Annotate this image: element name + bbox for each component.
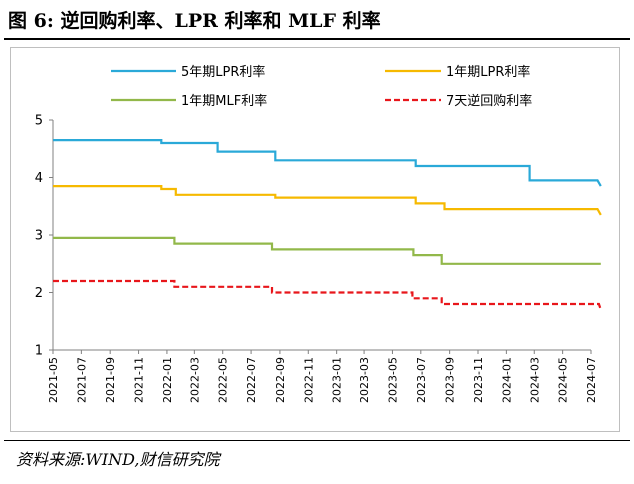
x-tick-label: 2021-09	[104, 357, 117, 403]
legend-label-2: 1年期LPR利率	[446, 64, 530, 80]
x-tick-label: 2023-03	[358, 357, 371, 403]
chart-legend: 5年期LPR利率 1年期LPR利率 1年期MLF利率 7天逆回购利率	[111, 64, 532, 109]
x-tick-label: 2024-01	[500, 357, 513, 403]
x-tick-label: 2022-07	[245, 357, 258, 403]
legend-label-4: 7天逆回购利率	[446, 93, 532, 109]
y-tick-label: 4	[35, 171, 43, 186]
source-rule	[4, 440, 630, 441]
x-tick-label: 2022-01	[161, 357, 174, 403]
x-tick-label: 2021-11	[133, 357, 146, 403]
x-tick-label: 2021-05	[47, 357, 60, 403]
x-tick-label: 2021-07	[75, 357, 88, 403]
line-chart: 1 2 3 4 5 2021-05 2021-07 2021-09 2021-11 2022-01…	[35, 64, 602, 403]
chart-frame: 1 2 3 4 5 2021-05 2021-07 2021-09 2021-11 2022-01…	[10, 47, 620, 432]
figure-title: 图 6: 逆回购利率、LPR 利率和 MLF 利率	[8, 10, 381, 32]
x-tick-label: 2023-11	[472, 357, 485, 403]
x-tick-label: 2023-07	[415, 357, 428, 403]
x-tick-label: 2022-03	[188, 357, 201, 403]
x-tick-label: 2024-03	[528, 357, 541, 403]
series-line-2	[53, 185, 602, 216]
y-tick-label: 1	[35, 344, 43, 359]
x-tick-label: 2022-05	[217, 357, 230, 403]
chart-series	[53, 138, 602, 311]
x-tick-label: 2024-07	[585, 357, 598, 403]
y-tick-label: 3	[35, 229, 43, 244]
x-tick-label: 2022-11	[302, 357, 315, 403]
legend-label-3: 1年期MLF利率	[181, 93, 267, 109]
series-line-1	[53, 138, 602, 187]
x-tick-label: 2023-05	[386, 357, 399, 403]
x-tick-label: 2023-01	[331, 357, 344, 403]
source-note: 资料来源:WIND,财信研究院	[16, 450, 220, 469]
legend-label-1: 5年期LPR利率	[181, 64, 265, 80]
y-tick-label: 2	[35, 286, 43, 301]
chart-axes: 1 2 3 4 5 2021-05 2021-07 2021-09 2021-11 2022-01…	[35, 114, 598, 403]
x-tick-label: 2024-05	[557, 357, 570, 403]
series-line-4	[53, 279, 602, 311]
title-rule	[4, 38, 630, 40]
y-tick-label: 5	[35, 114, 43, 129]
series-line-3	[53, 236, 601, 265]
x-tick-label: 2023-09	[444, 357, 457, 403]
x-tick-label: 2022-09	[274, 357, 287, 403]
